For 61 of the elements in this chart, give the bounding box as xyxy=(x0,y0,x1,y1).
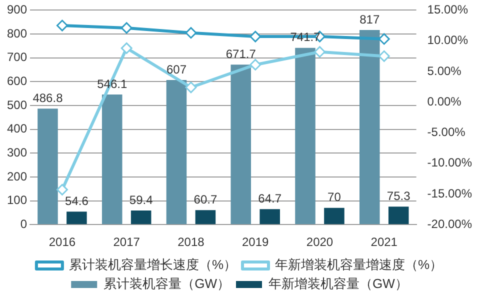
legend-label: 年新增装机容量（GW） xyxy=(268,276,408,292)
y2-tick-label: 15.00% xyxy=(427,2,468,17)
x-tick-label: 2016 xyxy=(48,235,76,250)
point xyxy=(56,184,68,196)
bar xyxy=(166,80,187,224)
data-label: 75.3 xyxy=(386,188,411,203)
y-tick-label: 200 xyxy=(6,169,28,184)
y2-tick-label: -20.00% xyxy=(427,216,472,231)
x-tick-label: 2020 xyxy=(306,235,334,250)
point xyxy=(120,22,132,34)
point xyxy=(314,46,326,58)
x-tick-label: 2021 xyxy=(370,235,398,250)
x-tick-label: 2018 xyxy=(178,235,205,250)
x-tick-label: 2017 xyxy=(113,235,140,250)
data-label: 607 xyxy=(166,62,187,76)
y-tick-label: 500 xyxy=(6,98,28,112)
point xyxy=(250,58,262,70)
bar xyxy=(130,210,152,224)
y-tick-label: 0 xyxy=(20,216,28,231)
y-tick-label: 300 xyxy=(6,145,28,160)
bar xyxy=(230,64,252,224)
data-label: 486.8 xyxy=(32,90,64,105)
y2-tick-label: 5.00% xyxy=(427,64,462,78)
point xyxy=(185,82,197,94)
bar xyxy=(66,212,87,224)
y2-tick-label: 10.00% xyxy=(427,33,468,48)
legend-label: 年新增装机容量增速度（%） xyxy=(275,257,443,272)
y2-tick-label: -10.00% xyxy=(427,156,472,170)
y-tick-label: 700 xyxy=(6,50,28,64)
point xyxy=(185,27,197,39)
bar xyxy=(295,48,316,224)
x-tick-label: 2019 xyxy=(242,235,270,250)
bar xyxy=(38,108,58,224)
data-label: 64.7 xyxy=(258,192,282,206)
bar xyxy=(359,30,380,224)
y-tick-label: 600 xyxy=(6,74,28,88)
y-tick-label: 900 xyxy=(6,2,28,17)
data-label: 817 xyxy=(360,12,380,26)
data-label: 59.4 xyxy=(129,192,154,207)
y-tick-label: 400 xyxy=(6,122,28,136)
point xyxy=(120,42,132,54)
point xyxy=(56,20,68,32)
bar xyxy=(260,209,280,224)
bar xyxy=(388,206,409,224)
legend-label: 累计装机容量增长速度（%） xyxy=(68,257,237,272)
data-label: 70 xyxy=(328,190,342,204)
y2-tick-label: 0.00% xyxy=(427,94,462,108)
y2-tick-label: -5.00% xyxy=(427,125,466,140)
point xyxy=(378,50,390,62)
data-label: 671.7 xyxy=(226,46,256,61)
y-tick-label: 800 xyxy=(6,26,28,40)
point xyxy=(378,33,390,45)
bar xyxy=(102,94,122,224)
legend-label: 累计装机容量（GW） xyxy=(104,276,230,292)
data-label: 60.7 xyxy=(194,192,218,206)
data-label: 54.6 xyxy=(65,194,89,208)
y-tick-label: 100 xyxy=(6,193,28,208)
y2-tick-label: -15.00% xyxy=(427,186,472,200)
point xyxy=(250,30,262,42)
bar xyxy=(324,208,344,224)
bar xyxy=(195,210,216,224)
